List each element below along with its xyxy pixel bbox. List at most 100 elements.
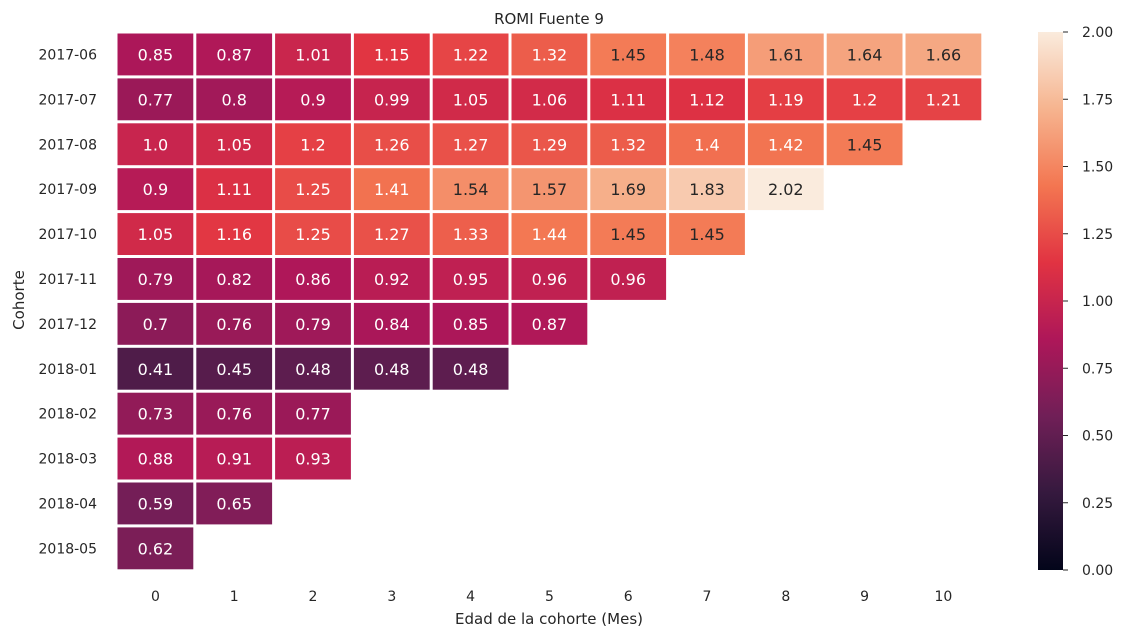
x-tick-label: 1 — [230, 589, 239, 605]
heatmap-cell — [196, 213, 273, 255]
cell-value-label: 0.76 — [216, 405, 252, 424]
heatmap-cell — [590, 78, 667, 121]
cell-value-label: 1.45 — [847, 135, 883, 154]
y-tick-label: 2018-01 — [39, 362, 98, 378]
cell-value-label: 0.7 — [143, 315, 168, 334]
heatmap-cell — [432, 78, 509, 121]
cell-value-label: 0.92 — [374, 270, 410, 289]
x-tick-label: 10 — [934, 589, 952, 605]
cell-value-label: 0.77 — [295, 405, 331, 424]
cell-value-label: 0.76 — [216, 315, 252, 334]
colorbar-tick-label: 0.50 — [1082, 429, 1113, 445]
x-tick-label: 7 — [703, 589, 712, 605]
y-tick-label: 2017-09 — [39, 182, 98, 198]
x-axis-ticks: 0 1 2 3 4 5 6 7 8 9 10 — [151, 589, 952, 605]
heatmap-cell — [432, 258, 509, 300]
heatmap-cell — [353, 302, 430, 345]
y-tick-label: 2017-12 — [39, 317, 98, 333]
cell-value-label: 1.05 — [216, 135, 252, 154]
cell-value-label: 0.91 — [216, 450, 252, 469]
cell-value-label: 1.42 — [768, 135, 804, 154]
heatmap-cell — [196, 258, 273, 300]
colorbar-tick-label: 2.00 — [1082, 25, 1113, 41]
heatmap-cell — [432, 213, 509, 255]
cell-value-label: 2.02 — [768, 180, 804, 199]
y-tick-label: 2017-10 — [39, 227, 98, 243]
heatmap-cell — [196, 78, 273, 121]
cell-value-label: 1.22 — [453, 45, 489, 64]
y-tick-label: 2018-03 — [39, 452, 98, 468]
cell-value-label: 1.25 — [295, 225, 331, 244]
cell-value-label: 0.96 — [532, 270, 568, 289]
heatmap-cell — [669, 168, 745, 211]
x-axis-label: Edad de la cohorte (Mes) — [455, 610, 643, 628]
heatmap-cell — [747, 123, 824, 166]
cell-value-label: 0.79 — [138, 270, 174, 289]
heatmap-cell — [117, 437, 194, 480]
x-tick-label: 6 — [624, 589, 633, 605]
cell-value-label: 0.84 — [374, 315, 410, 334]
cell-value-label: 0.48 — [453, 360, 489, 379]
cell-value-label: 0.85 — [138, 45, 174, 64]
cell-value-label: 0.96 — [610, 270, 646, 289]
heatmap-cell — [196, 302, 273, 345]
cell-value-label: 1.2 — [852, 90, 877, 109]
heatmap-cell — [826, 78, 903, 121]
heatmap-cell — [117, 302, 194, 345]
heatmap-cell — [117, 347, 194, 390]
cell-value-label: 0.48 — [295, 360, 331, 379]
cell-value-label: 1.66 — [926, 45, 962, 64]
cell-value-label: 0.8 — [221, 90, 246, 109]
x-tick-label: 8 — [781, 589, 790, 605]
heatmap-cell — [117, 527, 194, 570]
cell-value-label: 0.65 — [216, 494, 252, 513]
cell-value-label: 1.12 — [689, 90, 725, 109]
cell-value-label: 1.41 — [374, 180, 410, 199]
cell-value-label: 1.64 — [847, 45, 883, 64]
x-tick-label: 5 — [545, 589, 554, 605]
colorbar-tick-label: 1.25 — [1082, 227, 1113, 243]
cell-value-label: 1.0 — [143, 135, 168, 154]
cell-value-label: 1.45 — [610, 225, 646, 244]
heatmap-cell — [196, 168, 273, 211]
cell-value-label: 1.05 — [138, 225, 174, 244]
cell-value-label: 0.79 — [295, 315, 331, 334]
y-tick-label: 2017-11 — [39, 272, 98, 288]
cell-value-label: 1.21 — [926, 90, 962, 109]
heatmap-cell — [669, 123, 745, 166]
heatmap-cell — [117, 33, 194, 76]
cell-value-label: 0.87 — [532, 315, 568, 334]
cell-value-label: 1.45 — [610, 45, 646, 64]
chart-title: ROMI Fuente 9 — [494, 10, 604, 28]
cell-value-label: 1.05 — [453, 90, 489, 109]
y-tick-label: 2017-08 — [39, 137, 98, 153]
y-axis-label: Cohorte — [10, 270, 28, 330]
x-tick-label: 9 — [860, 589, 869, 605]
heatmap-cell — [117, 213, 194, 255]
cell-value-label: 0.99 — [374, 90, 410, 109]
heatmap-cell — [511, 213, 588, 255]
heatmap-cell — [590, 168, 667, 211]
heatmap-cell — [353, 213, 430, 255]
cell-value-label: 1.48 — [689, 45, 725, 64]
heatmap-cell — [747, 33, 824, 76]
cell-value-label: 1.11 — [216, 180, 252, 199]
heatmap-cell — [747, 168, 824, 211]
cell-value-label: 1.06 — [532, 90, 568, 109]
heatmap-cell — [826, 33, 903, 76]
colorbar-tick-label: 1.00 — [1082, 294, 1113, 310]
cell-value-label: 1.4 — [694, 135, 719, 154]
heatmap-cell — [275, 123, 351, 166]
x-tick-label: 0 — [151, 589, 160, 605]
cell-value-label: 0.9 — [300, 90, 325, 109]
colorbar — [1038, 32, 1063, 570]
heatmap-cell — [511, 302, 588, 345]
heatmap-cell — [353, 168, 430, 211]
cell-value-label: 0.86 — [295, 270, 331, 289]
heatmap-cell — [353, 347, 430, 390]
cell-value-label: 1.44 — [532, 225, 568, 244]
cell-value-label: 1.27 — [374, 225, 410, 244]
cell-value-label: 1.54 — [453, 180, 489, 199]
y-axis-ticks: 2017-06 2017-07 2017-08 2017-09 2017-10 2017-… — [39, 47, 98, 557]
cell-value-label: 0.59 — [138, 494, 174, 513]
